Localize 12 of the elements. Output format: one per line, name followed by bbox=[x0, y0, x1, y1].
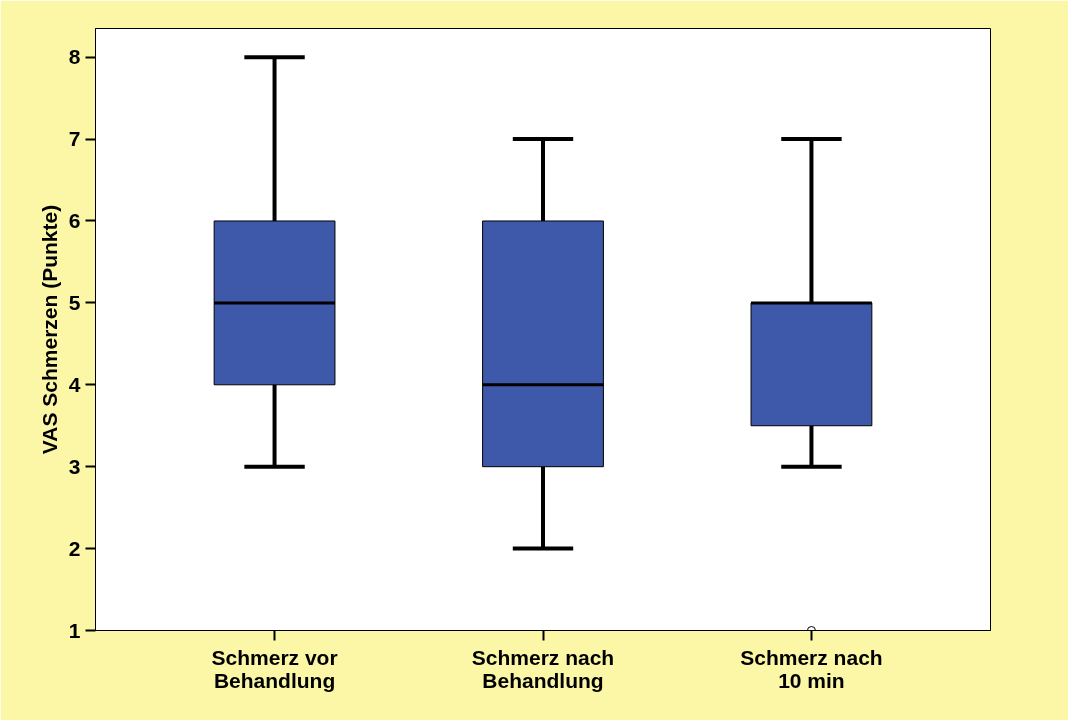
y-axis-title: VAS Schmerzen (Punkte) bbox=[37, 204, 61, 455]
y-tick-label: 7 bbox=[68, 127, 81, 151]
y-tick-label: 2 bbox=[68, 536, 81, 560]
y-tick-label: 4 bbox=[68, 372, 81, 396]
x-tick-label: Schmerz vor Behandlung bbox=[211, 645, 338, 692]
y-tick-label: 5 bbox=[68, 290, 81, 314]
y-tick-label: 3 bbox=[68, 454, 81, 478]
y-tick-label: 1 bbox=[68, 618, 81, 642]
x-tick-label: Schmerz nach 10 min bbox=[740, 645, 883, 692]
y-tick-label: 8 bbox=[68, 45, 81, 69]
x-tick-label: Schmerz nach Behandlung bbox=[471, 645, 615, 692]
y-tick-label: 6 bbox=[68, 208, 81, 232]
